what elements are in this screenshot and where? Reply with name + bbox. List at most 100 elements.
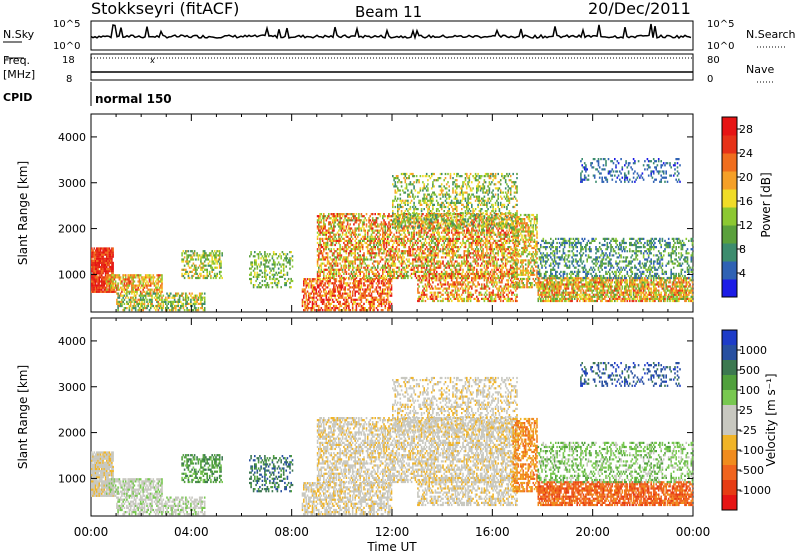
heatmap-cell <box>138 307 141 310</box>
heatmap-cell <box>346 258 349 261</box>
heatmap-cell <box>393 274 395 278</box>
heatmap-cell <box>514 264 517 267</box>
heatmap-cell <box>481 246 483 249</box>
heatmap-cell <box>280 275 282 278</box>
heatmap-cell <box>368 307 370 310</box>
heatmap-cell <box>148 294 151 297</box>
heatmap-cell <box>350 239 353 242</box>
heatmap-cell <box>104 276 107 279</box>
heatmap-cell <box>132 276 134 279</box>
heatmap-cell <box>400 262 403 265</box>
heatmap-cell <box>358 248 360 251</box>
heatmap-cell <box>483 266 486 269</box>
heatmap-cell <box>387 239 389 242</box>
heatmap-cell <box>468 274 471 278</box>
heatmap-cell <box>404 262 407 265</box>
heatmap-cell <box>482 243 484 247</box>
heatmap-cell <box>371 300 374 303</box>
heatmap-cell <box>316 219 319 222</box>
heatmap-cell <box>377 223 379 226</box>
heatmap-cell <box>182 258 185 261</box>
heatmap-cell <box>371 248 374 251</box>
heatmap-cell <box>496 264 498 267</box>
heatmap-cell <box>316 284 319 287</box>
heatmap-cell <box>407 270 409 273</box>
heatmap-cell <box>315 280 318 283</box>
heatmap-cell <box>359 298 361 301</box>
heatmap-cell <box>259 251 261 254</box>
heatmap-cell <box>349 286 351 289</box>
heatmap-cell <box>509 223 512 226</box>
heatmap-cell <box>345 246 348 249</box>
heatmap-cell <box>266 273 269 276</box>
heatmap-cell <box>351 274 354 278</box>
heatmap-cell <box>358 213 360 216</box>
heatmap-cell <box>507 231 509 234</box>
heatmap-cell <box>429 250 432 253</box>
heatmap-cell <box>366 264 369 267</box>
heatmap-cell <box>305 304 308 308</box>
noise-left-tick-bottom: 10^0 <box>53 41 80 52</box>
heatmap-cell <box>213 272 216 275</box>
heatmap-cell <box>473 233 476 236</box>
heatmap-cell <box>198 296 201 299</box>
heatmap-cell <box>343 221 345 224</box>
heatmap-cell <box>324 292 326 295</box>
heatmap-cell <box>326 272 329 275</box>
heatmap-cell <box>380 298 383 301</box>
heatmap-cell <box>450 239 453 242</box>
heatmap-cell <box>354 260 356 263</box>
heatmap-cell <box>437 262 439 265</box>
heatmap-cell <box>509 246 512 249</box>
heatmap-cell <box>398 217 400 220</box>
heatmap-cell <box>335 298 338 301</box>
heatmap-cell <box>370 296 373 299</box>
heatmap-cell <box>166 298 168 301</box>
heatmap-cell <box>487 225 489 228</box>
heatmap-cell <box>466 274 468 278</box>
heatmap-cell <box>368 243 370 247</box>
heatmap-cell <box>467 229 469 232</box>
heatmap-cell <box>181 292 183 295</box>
heatmap-cell <box>405 264 408 267</box>
heatmap-cell <box>497 258 499 261</box>
heatmap-cell <box>403 241 405 245</box>
heatmap-cell <box>321 229 324 232</box>
heatmap-cell <box>106 274 108 277</box>
heatmap-cell <box>364 268 366 271</box>
heatmap-cell <box>129 276 132 279</box>
heatmap-cell <box>333 215 335 218</box>
heatmap-cell <box>287 259 290 262</box>
heatmap-cell <box>354 284 356 287</box>
heatmap-cell <box>319 252 321 255</box>
heatmap-cell <box>161 290 163 293</box>
heatmap-cell <box>363 292 365 295</box>
heatmap-cell <box>404 250 407 253</box>
heatmap-cell <box>461 227 463 230</box>
heatmap-cell <box>98 280 101 283</box>
heatmap-cell <box>404 252 407 255</box>
heatmap-cell <box>478 235 481 238</box>
heatmap-cell <box>267 261 270 264</box>
heatmap-cell <box>336 300 339 303</box>
heatmap-cell <box>360 264 363 267</box>
heatmap-cell <box>468 276 471 280</box>
heatmap-cell <box>491 231 493 234</box>
heatmap-cell <box>390 292 393 295</box>
heatmap-cell <box>316 241 319 245</box>
heatmap-cell <box>360 246 363 249</box>
heatmap-cell <box>399 241 402 245</box>
heatmap-cell <box>333 284 335 287</box>
heatmap-cell <box>361 296 364 299</box>
heatmap-cell <box>389 264 392 267</box>
heatmap-cell <box>102 286 104 289</box>
heatmap-cell <box>364 296 366 299</box>
heatmap-cell <box>434 221 437 224</box>
heatmap-cell <box>418 239 420 242</box>
heatmap-cell <box>435 239 438 242</box>
heatmap-cell <box>365 300 368 303</box>
power-heatmap <box>91 158 694 312</box>
heatmap-cell <box>221 254 223 257</box>
heatmap-cell <box>318 233 320 236</box>
